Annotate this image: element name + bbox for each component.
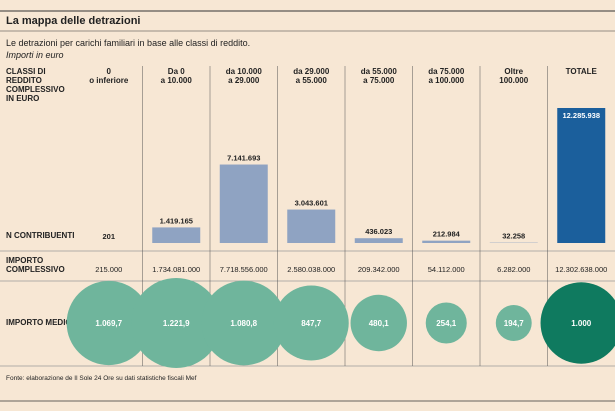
column-header: Oltre 100.000 (499, 67, 528, 85)
bubble (66, 280, 151, 366)
bubble (495, 305, 532, 341)
bar (287, 209, 336, 243)
bubble (350, 294, 407, 352)
column-header: da 55.000 a 75.000 (361, 67, 398, 85)
amount-label: 215.000 (95, 265, 122, 274)
bubble-label: 194,7 (504, 319, 525, 328)
bubble-label: 1.080,8 (230, 319, 257, 328)
amount-label: 209.342.000 (358, 265, 400, 274)
bar (152, 227, 201, 243)
column-header: da 10.000 a 29.000 (226, 67, 263, 85)
bar-label: 12.285.938 (562, 111, 600, 120)
bar-label: 7.141.693 (227, 154, 260, 163)
bar-label: 212.984 (433, 230, 461, 239)
bar-label: 436.023 (365, 227, 392, 236)
amount-label: 6.282.000 (497, 265, 530, 274)
bubble (131, 278, 222, 368)
bubble (201, 280, 287, 366)
amount-label: 1.734.081.000 (152, 265, 200, 274)
bar-label: 201 (102, 232, 115, 241)
column-header: da 75.000 a 100.000 (428, 67, 465, 85)
bubble-label: 1.069,7 (95, 319, 122, 328)
bubble-label: 1.221,9 (163, 319, 190, 328)
bar (354, 238, 403, 243)
bubble-label: 480,1 (369, 319, 390, 328)
note: Importi in euro (6, 50, 64, 60)
subtitle: Le detrazioni per carichi familiari in b… (6, 38, 250, 48)
source: Fonte: elaborazione de Il Sole 24 Ore su… (6, 375, 197, 382)
amount-label: 54.112.000 (428, 265, 465, 274)
bar (422, 240, 471, 243)
bubble-label: 847,7 (301, 319, 322, 328)
bubble (425, 302, 467, 344)
bubble-label: 1.000 (571, 319, 592, 328)
row-label: N CONTRIBUENTI (6, 231, 74, 240)
bar (219, 164, 268, 243)
bubble-label: 254,1 (436, 319, 457, 328)
bar-label: 3.043.601 (295, 199, 328, 208)
bubble (273, 285, 349, 361)
bar-label: 32.258 (502, 232, 525, 241)
amount-label: 2.580.038.000 (287, 265, 335, 274)
row-label: IMPORTO MEDIO (6, 318, 72, 327)
bubble (540, 282, 615, 364)
bar (557, 108, 606, 243)
amount-label: 7.718.556.000 (220, 265, 268, 274)
bar-label: 1.419.165 (160, 216, 193, 225)
column-header: TOTALE (566, 67, 598, 76)
header-label: CLASSI DI REDDITO COMPLESSIVO IN EURO (6, 67, 65, 103)
row-label: IMPORTO COMPLESSIVO (6, 256, 65, 274)
column-header: da 29.000 a 55.000 (293, 67, 330, 85)
amount-label: 12.302.638.000 (555, 265, 607, 274)
chart-title: La mappa delle detrazioni (6, 15, 140, 27)
